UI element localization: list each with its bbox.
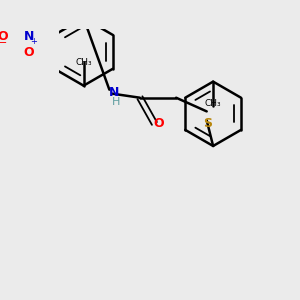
Text: O: O xyxy=(153,117,164,130)
Text: O: O xyxy=(0,30,8,43)
Text: H: H xyxy=(112,97,120,107)
Text: N: N xyxy=(109,85,119,99)
Text: CH₃: CH₃ xyxy=(75,58,92,67)
Text: +: + xyxy=(30,37,37,46)
Text: S: S xyxy=(203,117,212,130)
Text: CH₃: CH₃ xyxy=(205,99,221,108)
Text: O: O xyxy=(23,46,34,59)
Text: N: N xyxy=(23,30,34,43)
Text: −: − xyxy=(0,38,8,48)
